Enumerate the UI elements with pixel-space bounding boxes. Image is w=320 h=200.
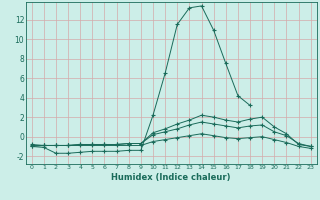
X-axis label: Humidex (Indice chaleur): Humidex (Indice chaleur) <box>111 173 231 182</box>
